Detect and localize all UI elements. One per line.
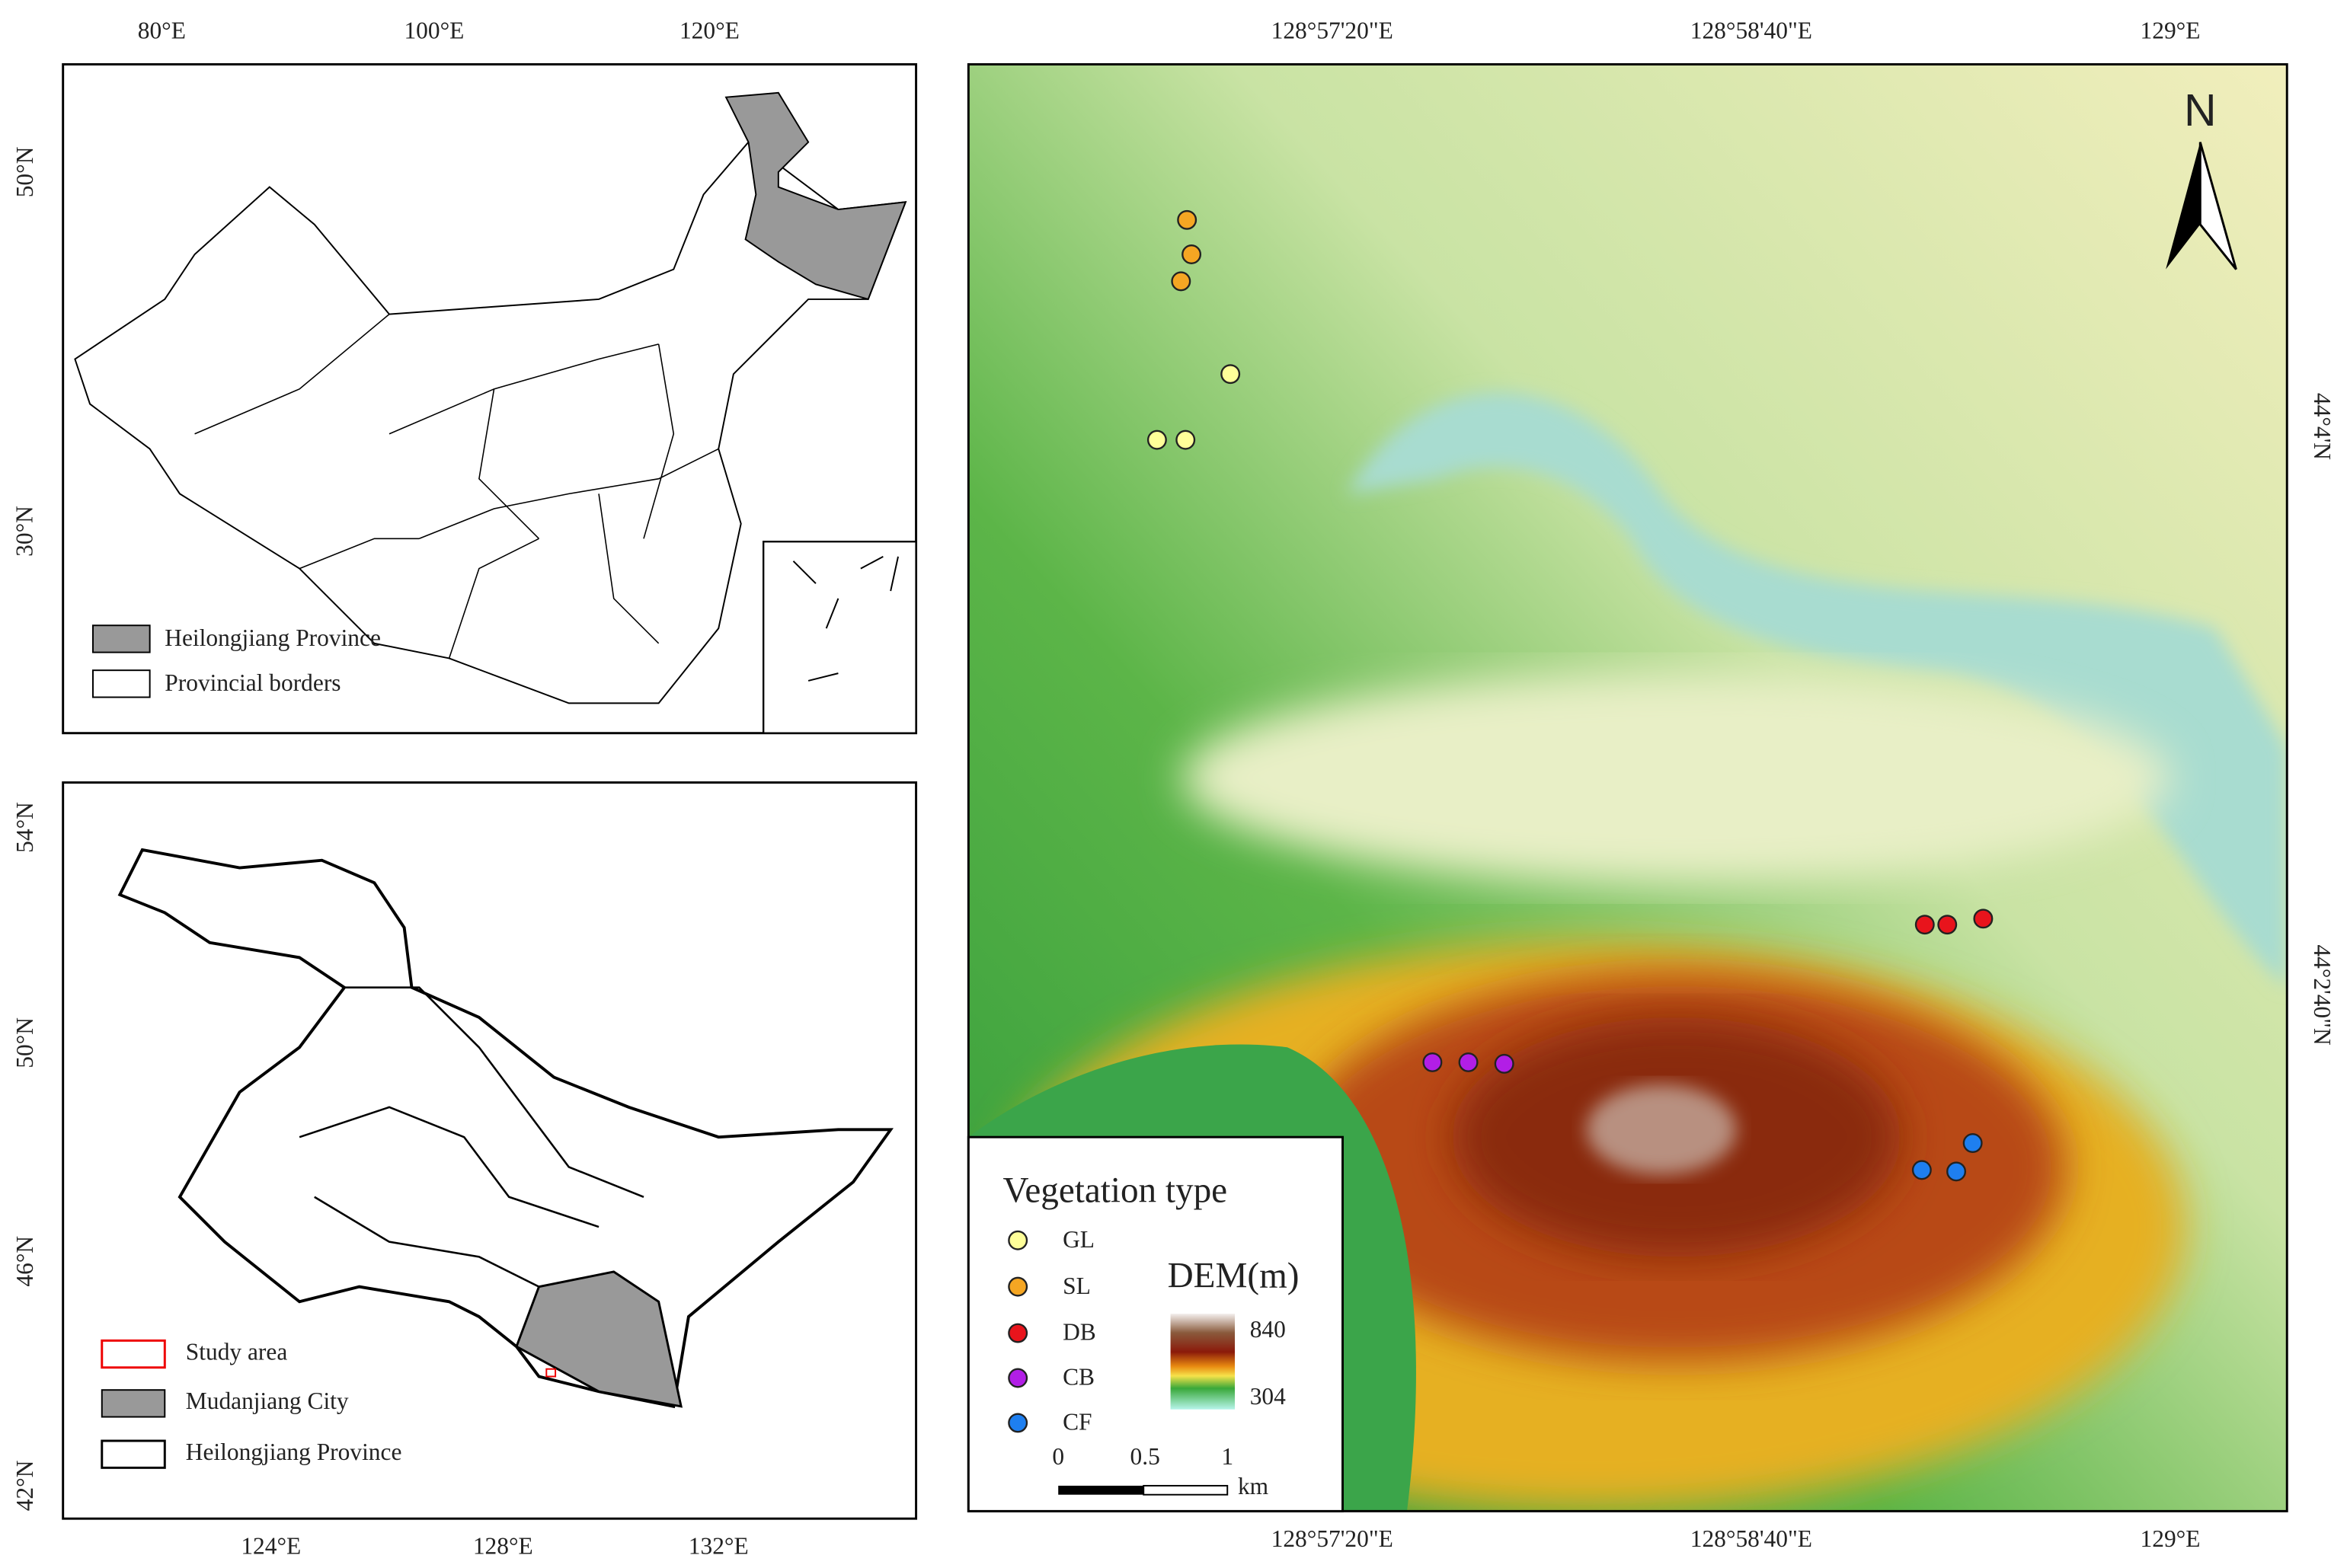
y-tick-label: 30°N: [11, 506, 38, 557]
x-tick-label: 128°57'20"E: [1271, 1525, 1393, 1552]
scale-bar: [1058, 1485, 1144, 1495]
panel-frame: [967, 63, 2288, 1512]
legend-label: Provincial borders: [165, 669, 341, 696]
study-area-marker: [545, 1368, 557, 1378]
x-tick-label: 128°57'20"E: [1271, 17, 1393, 43]
legend-label: CB: [1063, 1364, 1095, 1391]
x-tick-label: 128°58'40"E: [1690, 17, 1812, 43]
legend-label: Study area: [186, 1338, 288, 1365]
x-tick-label: 120°E: [679, 17, 740, 43]
legend-label: GL: [1063, 1226, 1095, 1253]
heilongjiang-panel: Study area Mudanjiang City Heilongjiang …: [62, 781, 918, 1520]
x-tick-label: 124°E: [241, 1533, 301, 1560]
scale-label: 0: [1052, 1443, 1064, 1470]
sample-point: [1177, 209, 1197, 230]
legend-swatch: [101, 1439, 166, 1469]
sample-point: [1946, 1161, 1967, 1182]
south-sea-inset: [762, 541, 917, 734]
y-tick-label: 50°N: [11, 147, 38, 198]
dem-colorbar: [1170, 1314, 1236, 1410]
legend-symbol: [1008, 1413, 1028, 1433]
sample-point: [1911, 1160, 1932, 1180]
y-tick-label: 42°N: [11, 1461, 38, 1512]
legend-symbol: [1008, 1323, 1028, 1343]
x-tick-label: 128°E: [473, 1533, 533, 1560]
sample-point: [1914, 915, 1935, 935]
scale-label: 1: [1221, 1443, 1233, 1470]
sample-point: [1458, 1052, 1479, 1072]
legend-symbol: [1008, 1230, 1028, 1250]
sample-point: [1494, 1053, 1514, 1074]
y-tick-label: 44°4'N: [2309, 393, 2336, 460]
y-tick-label: 44°2'40"N: [2309, 944, 2336, 1045]
legend-symbol: [1008, 1368, 1028, 1388]
legend-label: CF: [1063, 1409, 1092, 1435]
china-outline: [74, 141, 907, 704]
sample-points: [1146, 209, 1994, 1182]
legend-swatch: [101, 1389, 166, 1418]
dem-min: 304: [1250, 1383, 1286, 1410]
legend-label: DB: [1063, 1319, 1096, 1346]
north-label: N: [2184, 86, 2217, 136]
inset-islands: [792, 555, 899, 682]
legend-swatch: [92, 669, 151, 698]
x-tick-label: 132°E: [689, 1533, 749, 1560]
scale-label: 0.5: [1130, 1443, 1160, 1470]
legend-label: SL: [1063, 1273, 1091, 1299]
sample-point: [1422, 1052, 1443, 1072]
vegetation-legend: GL SL DB CB CF: [1008, 1226, 1096, 1435]
legend-swatch: [92, 624, 151, 653]
scale-bar: [1143, 1484, 1229, 1496]
heilongjiang-shape: [724, 91, 907, 301]
x-tick-label: 129°E: [2141, 17, 2201, 43]
x-tick-label: 100°E: [404, 17, 464, 43]
sample-point: [1146, 430, 1167, 450]
sample-point: [1220, 364, 1241, 385]
scale-unit: km: [1238, 1473, 1268, 1499]
sample-point: [1181, 244, 1202, 264]
legend-label: Mudanjiang City: [186, 1388, 349, 1414]
legend-label: Heilongjiang Province: [186, 1439, 402, 1465]
legend-swatch: [101, 1339, 166, 1369]
x-tick-label: 129°E: [2141, 1525, 2201, 1552]
china-panel: Heilongjiang Province Provincial borders: [62, 63, 918, 735]
legend-title: Vegetation type: [1003, 1171, 1228, 1211]
tick-labels: 80°E 100°E 120°E 50°N 30°N 124°E 128°E 132°E 54°…: [11, 17, 2336, 1559]
heilongjiang-outline: [117, 848, 894, 1409]
x-tick-label: 80°E: [138, 17, 186, 43]
city-borders: [299, 986, 644, 1288]
sample-point: [1171, 271, 1191, 292]
dem-max: 840: [1250, 1316, 1286, 1343]
legend-box: [967, 1135, 1344, 1512]
sample-point: [1175, 430, 1196, 450]
province-borders: [194, 313, 719, 659]
sample-point: [1937, 915, 1958, 935]
y-tick-label: 54°N: [11, 802, 38, 853]
sample-point: [1973, 909, 1994, 929]
legend-label: Heilongjiang Province: [165, 624, 381, 651]
dem-title: DEM(m): [1168, 1257, 1300, 1296]
sample-point: [1962, 1133, 1983, 1153]
legend-symbol: [1008, 1276, 1028, 1297]
x-tick-label: 128°58'40"E: [1690, 1525, 1812, 1552]
y-tick-label: 50°N: [11, 1017, 38, 1068]
y-tick-label: 46°N: [11, 1236, 38, 1287]
